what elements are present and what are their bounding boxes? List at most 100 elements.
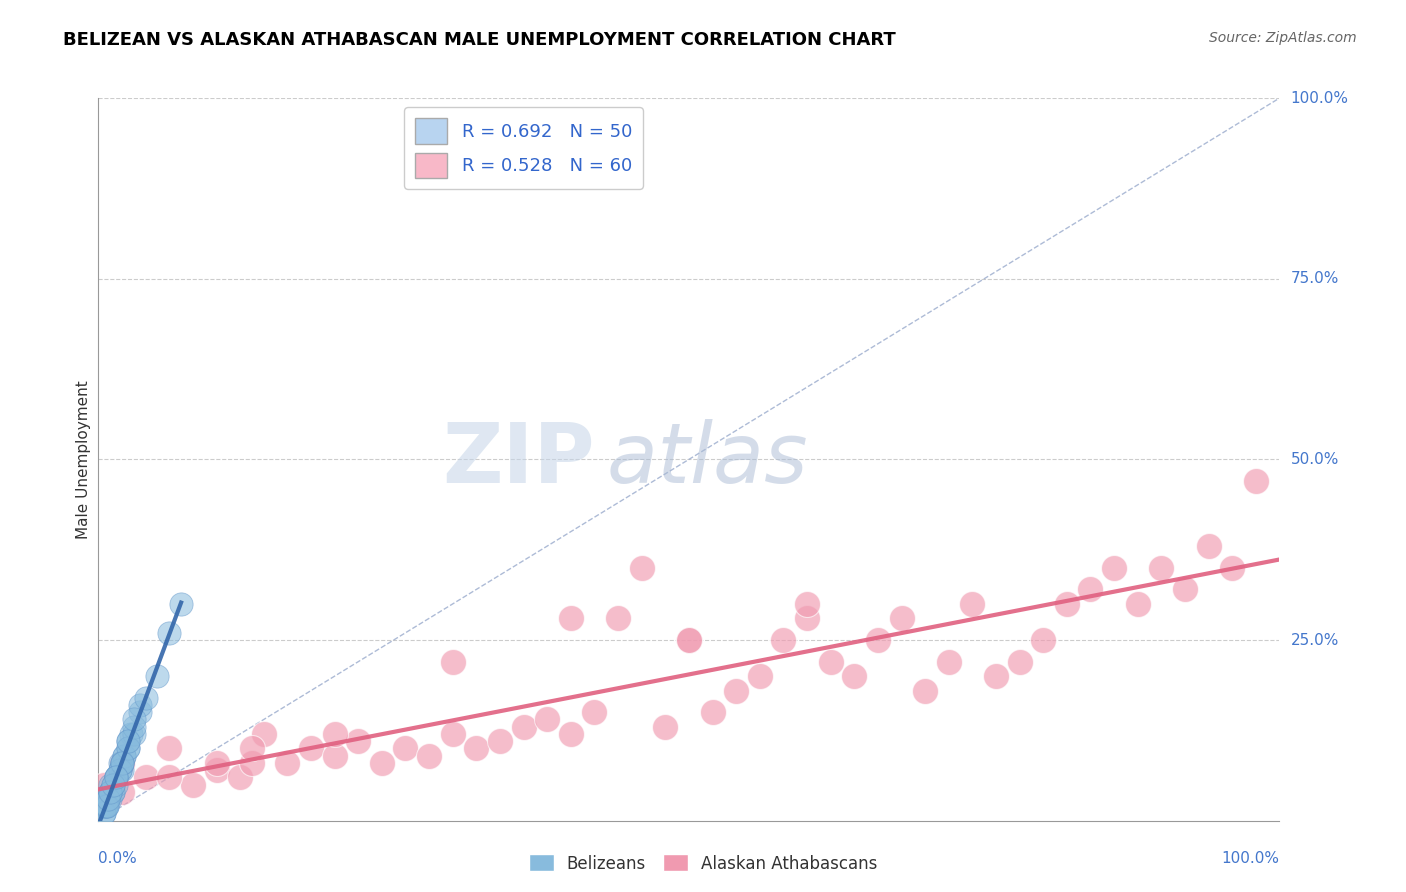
Point (441, 727, 464, 741)
Point (157, 625, 180, 640)
Point (1150, 561, 1173, 575)
Point (101, 785, 124, 799)
Point (111, 785, 134, 799)
Y-axis label: Male Unemployment: Male Unemployment (76, 380, 91, 539)
Point (101, 778, 124, 792)
Point (98, 778, 121, 792)
Point (1198, 539, 1220, 553)
Point (122, 720, 145, 734)
Point (441, 655, 464, 669)
Text: 50.0%: 50.0% (1291, 452, 1339, 467)
Text: 25.0%: 25.0% (1291, 632, 1339, 648)
Point (93, 778, 115, 792)
Text: Source: ZipAtlas.com: Source: ZipAtlas.com (1209, 31, 1357, 45)
Point (962, 597, 984, 611)
Point (93, 806, 115, 821)
Point (97, 792, 120, 806)
Point (323, 748, 346, 763)
Point (748, 669, 770, 683)
Point (489, 734, 512, 748)
Point (276, 756, 298, 770)
Point (1220, 561, 1243, 575)
Point (678, 633, 700, 648)
Point (105, 770, 128, 784)
Point (984, 669, 1007, 683)
Point (418, 748, 440, 763)
Point (1080, 582, 1102, 597)
Text: 100.0%: 100.0% (1291, 91, 1348, 105)
Text: 0.0%: 0.0% (98, 851, 138, 866)
Point (229, 770, 252, 784)
Point (205, 763, 228, 777)
Point (105, 778, 128, 792)
Point (170, 597, 193, 611)
Point (128, 698, 150, 712)
Point (323, 727, 346, 741)
Point (890, 611, 912, 625)
Point (796, 597, 818, 611)
Point (98, 792, 121, 806)
Point (465, 741, 488, 756)
Point (111, 756, 134, 770)
Point (512, 720, 534, 734)
Point (105, 770, 128, 784)
Point (938, 655, 960, 669)
Point (93, 799, 115, 814)
Point (117, 734, 139, 748)
Point (96, 799, 118, 814)
Point (94, 799, 117, 814)
Point (772, 633, 794, 648)
Point (94, 799, 117, 814)
Point (796, 611, 818, 625)
Point (240, 756, 263, 770)
Point (654, 720, 676, 734)
Point (205, 756, 228, 770)
Point (678, 633, 700, 648)
Point (1126, 597, 1149, 611)
Text: BELIZEAN VS ALASKAN ATHABASCAN MALE UNEMPLOYMENT CORRELATION CHART: BELIZEAN VS ALASKAN ATHABASCAN MALE UNEM… (63, 31, 896, 49)
Point (128, 705, 150, 719)
Point (560, 727, 582, 741)
Point (583, 705, 606, 719)
Text: 100.0%: 100.0% (1222, 851, 1279, 866)
Text: 75.0%: 75.0% (1291, 271, 1339, 286)
Point (117, 741, 139, 756)
Point (725, 683, 748, 698)
Point (111, 756, 134, 770)
Point (1244, 474, 1267, 488)
Text: ZIP: ZIP (441, 419, 595, 500)
Point (820, 655, 842, 669)
Point (844, 669, 866, 683)
Point (630, 561, 652, 575)
Point (101, 785, 124, 799)
Point (98, 785, 121, 799)
Point (122, 713, 145, 727)
Point (96, 799, 118, 814)
Point (111, 763, 134, 777)
Point (1032, 633, 1054, 648)
Point (117, 734, 139, 748)
Point (105, 770, 128, 784)
Point (371, 756, 394, 770)
Legend: R = 0.692   N = 50, R = 0.528   N = 60: R = 0.692 N = 50, R = 0.528 N = 60 (404, 107, 643, 189)
Point (97, 792, 120, 806)
Point (93, 799, 115, 814)
Point (702, 705, 724, 719)
Legend: Belizeans, Alaskan Athabascans: Belizeans, Alaskan Athabascans (522, 847, 884, 880)
Point (97, 792, 120, 806)
Point (1056, 597, 1078, 611)
Point (111, 756, 134, 770)
Text: atlas: atlas (606, 419, 808, 500)
Point (347, 734, 370, 748)
Point (93, 806, 115, 821)
Point (108, 763, 131, 777)
Point (1102, 561, 1125, 575)
Point (299, 741, 322, 756)
Point (181, 778, 204, 792)
Point (240, 741, 263, 756)
Point (607, 611, 630, 625)
Point (93, 799, 115, 814)
Point (101, 778, 124, 792)
Point (157, 770, 180, 784)
Point (112, 748, 135, 763)
